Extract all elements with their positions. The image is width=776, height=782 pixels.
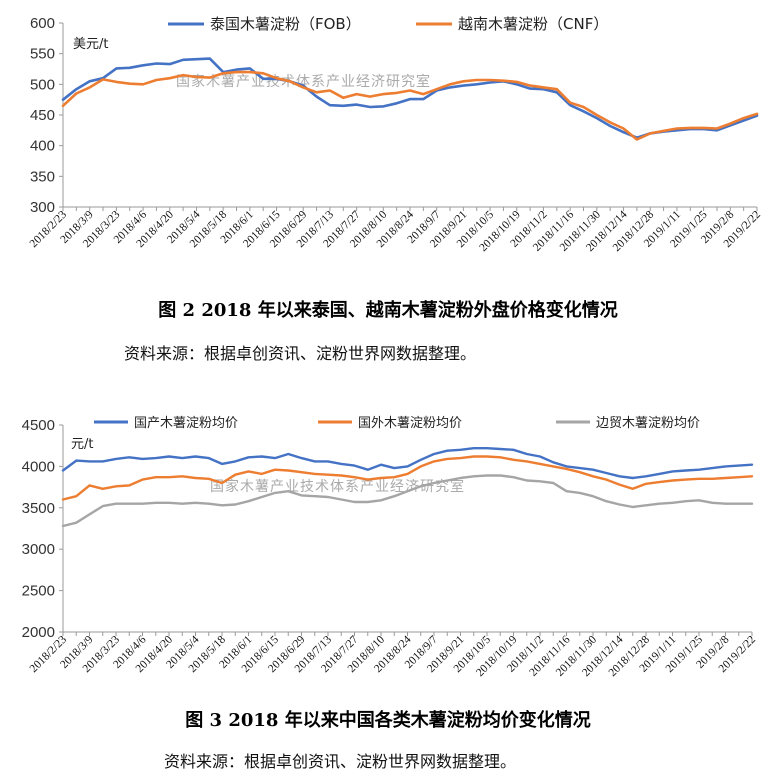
y-tick-label: 2500	[22, 583, 55, 600]
y-unit-label: 美元/t	[73, 37, 108, 52]
y-tick-label: 2000	[22, 624, 55, 641]
y-tick-label: 400	[30, 138, 55, 155]
series-line-3	[61, 474, 754, 528]
series-line-1	[61, 57, 759, 139]
series-line-1	[61, 447, 754, 480]
figure-2-source: 资料来源：根据卓创资讯、淀粉世界网数据整理。	[124, 344, 477, 363]
figure-2-caption: 图 2 2018 年以来泰国、越南木薯淀粉外盘价格变化情况	[158, 300, 618, 321]
y-tick-label: 3000	[22, 541, 55, 558]
series-line-2	[61, 455, 754, 501]
watermark-text: 国家木薯产业技术体系产业经济研究室	[176, 73, 431, 90]
legend-label-2: 越南木薯淀粉（CNF）	[458, 15, 608, 33]
legend-label-2: 国外木薯淀粉均价	[358, 416, 462, 431]
figure-3-caption: 图 3 2018 年以来中国各类木薯淀粉均价变化情况	[185, 710, 591, 731]
y-tick-label: 300	[30, 199, 55, 216]
y-tick-label: 550	[30, 46, 55, 63]
chart-domestic-price: 2000250030003500400045002018/2/232018/3/…	[22, 416, 759, 679]
y-tick-label: 3500	[22, 500, 55, 517]
series-line-2	[61, 70, 759, 141]
y-tick-label: 500	[30, 76, 55, 93]
legend-label-1: 国产木薯淀粉均价	[134, 416, 238, 431]
legend-label-3: 边贸木薯淀粉均价	[596, 416, 700, 431]
watermark-text: 国家木薯产业技术体系产业经济研究室	[210, 478, 465, 495]
y-tick-label: 350	[30, 168, 55, 185]
legend-label-1: 泰国木薯淀粉（FOB）	[210, 15, 361, 33]
y-tick-label: 450	[30, 107, 55, 124]
y-tick-label: 4500	[22, 417, 55, 434]
chart-thai-vietnam-price: 3003504004505005506002018/2/232018/3/920…	[28, 15, 764, 254]
y-unit-label: 元/t	[71, 437, 93, 452]
y-tick-label: 600	[30, 15, 55, 32]
figure-3-source: 资料来源：根据卓创资讯、淀粉世界网数据整理。	[164, 752, 517, 771]
y-tick-label: 4000	[22, 458, 55, 475]
